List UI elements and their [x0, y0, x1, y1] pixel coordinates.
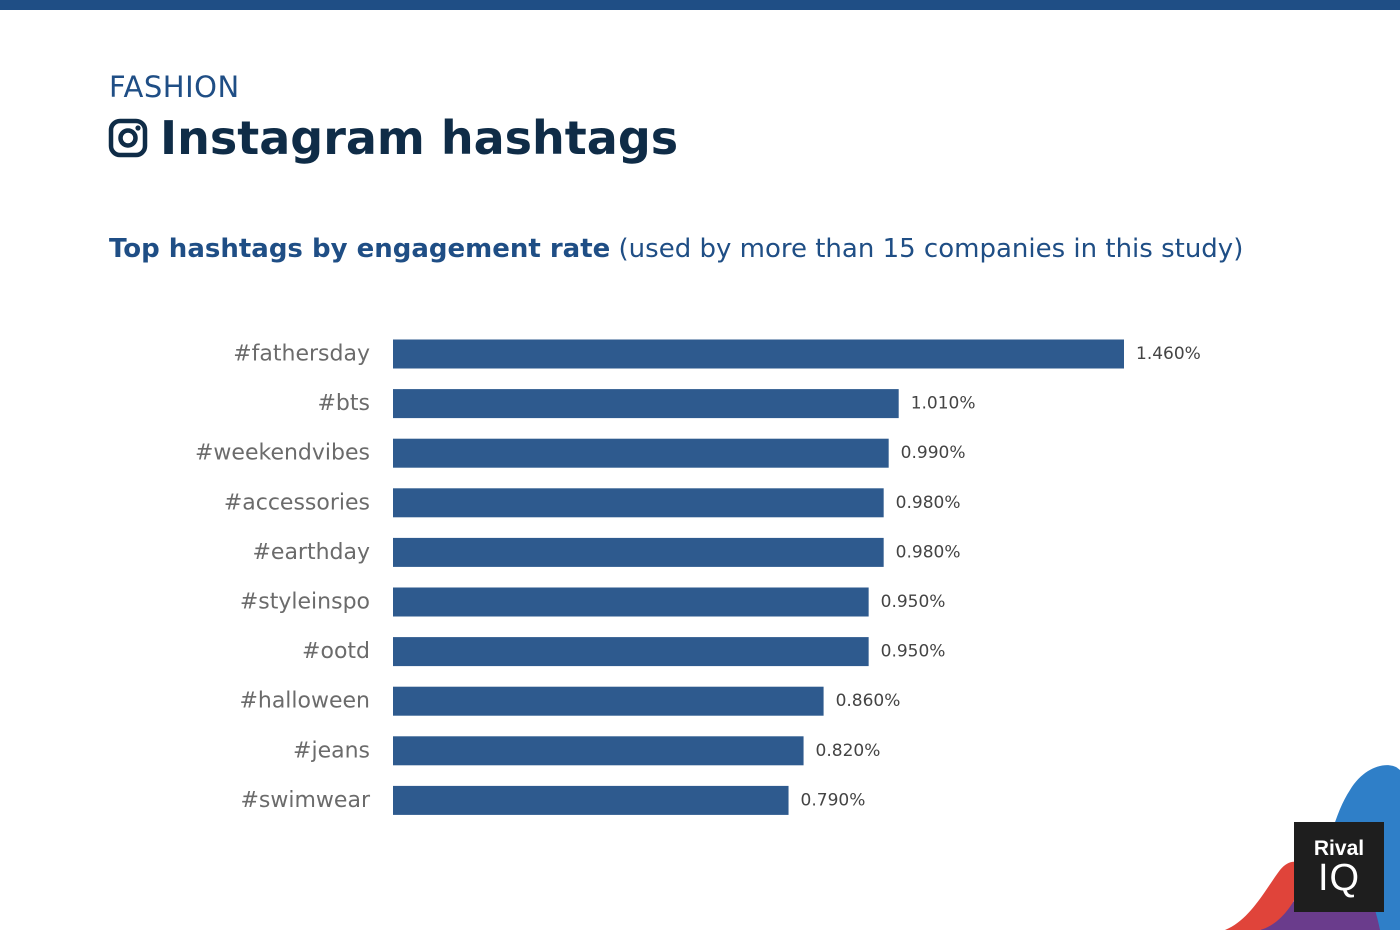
- bar: [393, 537, 884, 567]
- category-label: #styleinspo: [240, 590, 370, 615]
- industry-kicker: FASHION: [109, 70, 240, 104]
- category-label: #swimwear: [241, 788, 371, 813]
- bar: [393, 488, 884, 518]
- chart-title: Top hashtags by engagement rate: [109, 234, 611, 264]
- value-label: 0.980%: [896, 542, 961, 562]
- top-accent-bar: [0, 0, 1400, 10]
- page-title: Instagram hashtags: [160, 111, 679, 165]
- bar: [393, 686, 824, 716]
- instagram-icon: [108, 118, 148, 158]
- bar: [393, 736, 804, 766]
- bar: [393, 785, 789, 815]
- value-label: 0.990%: [901, 443, 966, 463]
- bar: [393, 339, 1124, 369]
- category-label: #ootd: [302, 639, 370, 664]
- bar: [393, 637, 869, 667]
- title-row: Instagram hashtags: [108, 108, 678, 168]
- logo-line-2: IQ: [1317, 857, 1361, 899]
- category-label: #bts: [318, 391, 371, 416]
- bar: [393, 587, 869, 617]
- chart-subtitle-note: (used by more than 15 companies in this …: [618, 234, 1244, 264]
- value-label: 1.010%: [911, 394, 976, 414]
- category-label: #accessories: [224, 490, 370, 515]
- value-label: 1.460%: [1136, 344, 1201, 364]
- value-label: 0.950%: [881, 642, 946, 662]
- chart-subtitle: Top hashtags by engagement rate (used by…: [109, 234, 1243, 264]
- category-label: #earthday: [252, 540, 370, 565]
- category-label: #jeans: [293, 738, 370, 763]
- category-label: #weekendvibes: [195, 441, 370, 466]
- value-label: 0.860%: [836, 691, 901, 711]
- rival-iq-logo: Rival IQ: [1294, 822, 1384, 912]
- category-label: #halloween: [239, 689, 370, 714]
- value-label: 0.950%: [881, 592, 946, 612]
- value-label: 0.790%: [801, 790, 866, 810]
- value-label: 0.980%: [896, 493, 961, 513]
- bar: [393, 438, 889, 468]
- value-label: 0.820%: [816, 741, 881, 761]
- logo-line-1: Rival: [1313, 837, 1365, 860]
- bar: [393, 389, 899, 419]
- category-label: #fathersday: [233, 342, 370, 367]
